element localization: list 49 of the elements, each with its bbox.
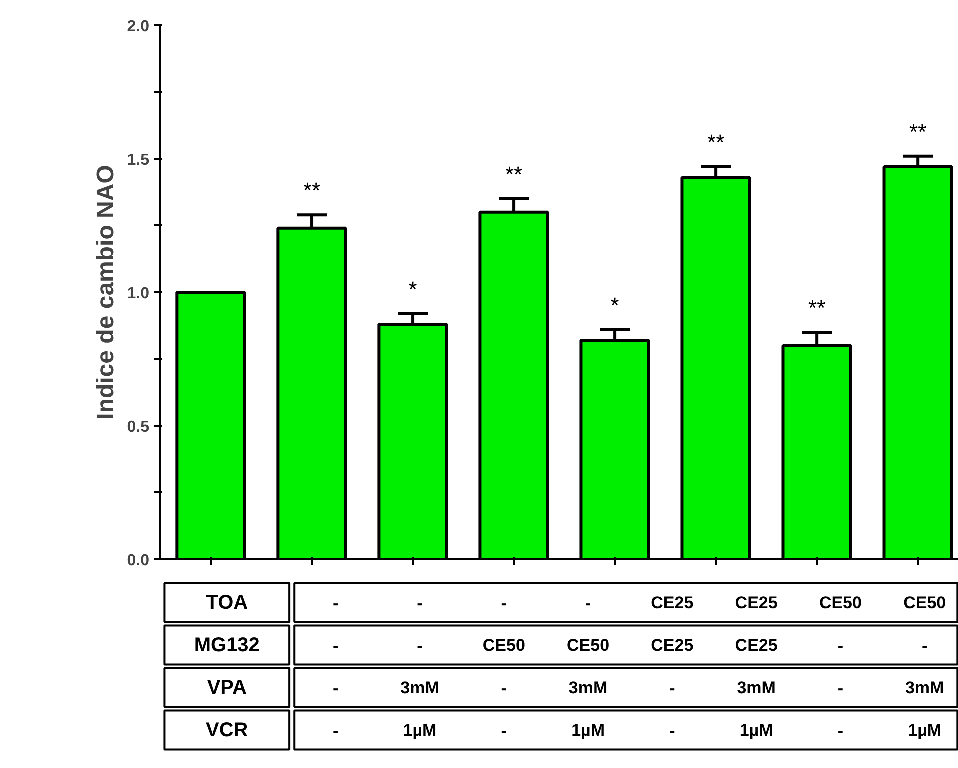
text: - (417, 594, 423, 613)
text: 1µM (740, 720, 774, 740)
text: CE50 (819, 593, 862, 612)
data-label: ** (910, 119, 928, 144)
text: - (333, 678, 339, 698)
text: CE50 (904, 593, 946, 612)
text: 3mM (905, 678, 944, 698)
text: - (922, 636, 928, 656)
text: CE25 (735, 593, 778, 612)
text: CE50 (567, 636, 610, 655)
text: CE25 (651, 593, 694, 612)
text: - (501, 678, 507, 698)
y-axis-title: Indice de cambio NAO (92, 165, 120, 420)
data-label: * (408, 276, 418, 302)
text: 3mM (568, 678, 608, 698)
text: CE50 (482, 636, 526, 655)
y-tick-label: 2.0 (127, 18, 150, 36)
text: - (838, 721, 844, 740)
y-tick-label: 1.0 (127, 286, 150, 302)
data-label: ** (808, 296, 826, 321)
text: - (333, 594, 339, 613)
y-tick-label: 0.0 (127, 552, 150, 570)
text: TOA (206, 592, 248, 614)
text: - (333, 636, 339, 656)
text: VPA (207, 676, 247, 699)
text: 1µM (572, 720, 605, 740)
text: - (417, 636, 423, 656)
y-tick-label: 0.5 (127, 419, 150, 436)
text: - (501, 721, 507, 740)
data-label: ** (505, 162, 524, 188)
data-label: * (610, 292, 620, 318)
text: - (670, 721, 676, 740)
text: MG132 (194, 634, 260, 656)
text: VCR (206, 719, 249, 742)
text: - (585, 594, 592, 613)
text: 3mM (400, 678, 440, 698)
text: - (838, 678, 844, 698)
data-label: ** (303, 178, 322, 204)
text: CE25 (651, 636, 694, 655)
text: - (838, 636, 844, 656)
data-label: ** (708, 130, 726, 156)
text: 1µM (908, 720, 942, 740)
text: - (670, 678, 676, 698)
text: - (333, 721, 339, 740)
text: 3mM (737, 678, 776, 698)
y-tick-label: 1.5 (127, 152, 150, 169)
text: CE25 (735, 636, 778, 655)
text: 1µM (403, 720, 437, 740)
text: - (501, 594, 507, 613)
